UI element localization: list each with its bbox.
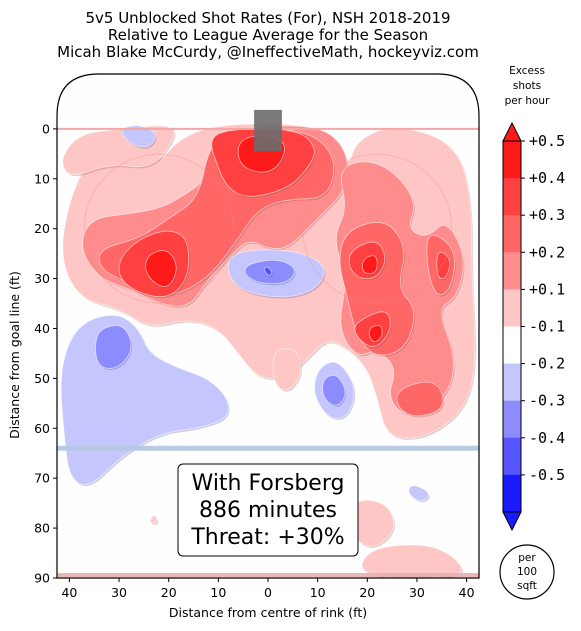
y-tick-label-2: 20 [34,221,50,236]
heat-region-18 [145,250,178,289]
colorbar-swatch-6 [503,363,521,402]
heat-region-20 [368,324,384,344]
heat-region-fill [396,381,444,417]
heat-region-fill [368,324,383,343]
y-tick-label-6: 60 [34,421,50,436]
y-tick-label-5: 50 [34,371,50,386]
y-tick-label-4: 40 [34,321,50,336]
colorbar-swatch-8 [503,437,521,476]
y-tick-label-3: 30 [34,271,50,286]
heat-region-25 [408,485,430,503]
colorbar-swatch-5 [503,326,521,364]
red-line [57,573,479,578]
chart-title-line-1: 5v5 Unblocked Shot Rates (For), NSH 2018… [85,9,450,27]
faceoff-circle-0 [83,153,234,304]
units-badge-line-1: per [518,552,536,564]
y-tick-label-1: 10 [34,171,50,186]
colorbar-label-8: -0.4 [529,429,565,447]
colorbar: +0.5 +0.4 +0.3 +0.2 +0.1 -0.1 -0.2 -0.3 -0.4 -0.5 [502,121,565,532]
x-tick-label-8: 40 [459,585,475,600]
heat-region-28 [322,375,347,407]
colorbar-swatch-3 [503,252,521,290]
x-tick-label-4: 0 [264,585,272,600]
heat-region-fill [408,485,429,502]
colorbar-extend-bottom [502,511,522,532]
colorbar-title-line-2: shots [513,80,541,92]
faceoff-circle-1 [302,153,453,304]
annotation-line-1: With Forsberg [192,471,345,496]
x-tick-label-2: 20 [161,585,177,600]
x-tick-label-5: 10 [310,585,326,600]
heat-region-fill [95,325,132,369]
heat-region-fill [361,255,378,275]
colorbar-label-1: +0.4 [529,169,565,187]
colorbar-swatch-1 [503,178,521,216]
colorbar-swatch-0 [503,141,521,179]
heat-region-fill [122,125,156,148]
colorbar-title-line-1: Excess [509,65,545,77]
units-badge-line-3: sqft [517,580,537,592]
heat-region-4 [150,515,159,525]
heat-region-5 [272,348,303,392]
heat-region-fill [150,515,158,524]
colorbar-swatch-4 [503,289,521,327]
colorbar-swatch-2 [503,215,521,253]
heat-region-16 [436,251,452,281]
heat-region-fill [322,375,346,406]
heat-region-fill [263,266,273,276]
heat-region-fill [145,250,177,287]
goal-net [254,109,282,152]
y-tick-label-7: 70 [34,471,50,486]
y-tick-label-9: 90 [34,571,50,586]
colorbar-label-4: +0.1 [529,280,565,298]
blue-line [57,445,479,451]
x-tick-label-6: 20 [359,585,375,600]
annotation-box: With Forsberg 886 minutes Threat: +30% [177,463,359,557]
units-badge-line-2: 100 [517,566,537,578]
rink-plot-area [56,73,480,579]
units-badge: per 100 sqft [499,544,555,600]
colorbar-label-5: -0.1 [529,318,565,336]
x-tick-label-3: 10 [210,585,226,600]
colorbar-label-3: +0.2 [529,243,565,261]
y-tick-label-0: 0 [42,121,50,136]
annotation-line-2: 886 minutes [199,498,337,523]
heat-region-19 [361,255,379,276]
chart-title-line-3: Micah Blake McCurdy, @IneffectiveMath, h… [57,43,479,61]
colorbar-label-9: -0.5 [529,466,565,484]
colorbar-swatch-9 [503,474,521,513]
x-tick-label-1: 30 [111,585,127,600]
heat-region-fill [272,348,302,391]
heat-region-fill [436,251,451,280]
colorbar-extend-top [502,121,522,142]
colorbar-label-2: +0.3 [529,206,565,224]
x-tick-label-7: 30 [409,585,425,600]
heat-region-29 [263,266,273,277]
heat-region-3 [361,544,464,578]
colorbar-swatch-7 [503,400,521,439]
y-axis-label: Distance from goal line (ft) [7,271,22,439]
colorbar-label-6: -0.2 [529,355,565,373]
x-axis-label: Distance from centre of rink (ft) [169,605,367,620]
rink-contents [57,123,479,578]
y-tick-label-8: 80 [34,521,50,536]
x-tick-label-0: 40 [61,585,77,600]
rink-boards [56,73,480,579]
heat-region-26 [95,325,133,370]
chart-title-line-2: Relative to League Average for the Seaso… [108,26,428,44]
colorbar-title-line-3: per hour [505,95,551,107]
heat-region-21 [122,125,157,149]
annotation-line-3: Threat: +30% [190,525,344,550]
axes: 40 30 20 10 0 10 20 30 40 0 10 20 30 40 50 60 70 80 90 [34,121,474,600]
heat-region-11 [396,381,445,418]
colorbar-label-0: +0.5 [529,132,565,150]
colorbar-label-7: -0.3 [529,392,565,410]
